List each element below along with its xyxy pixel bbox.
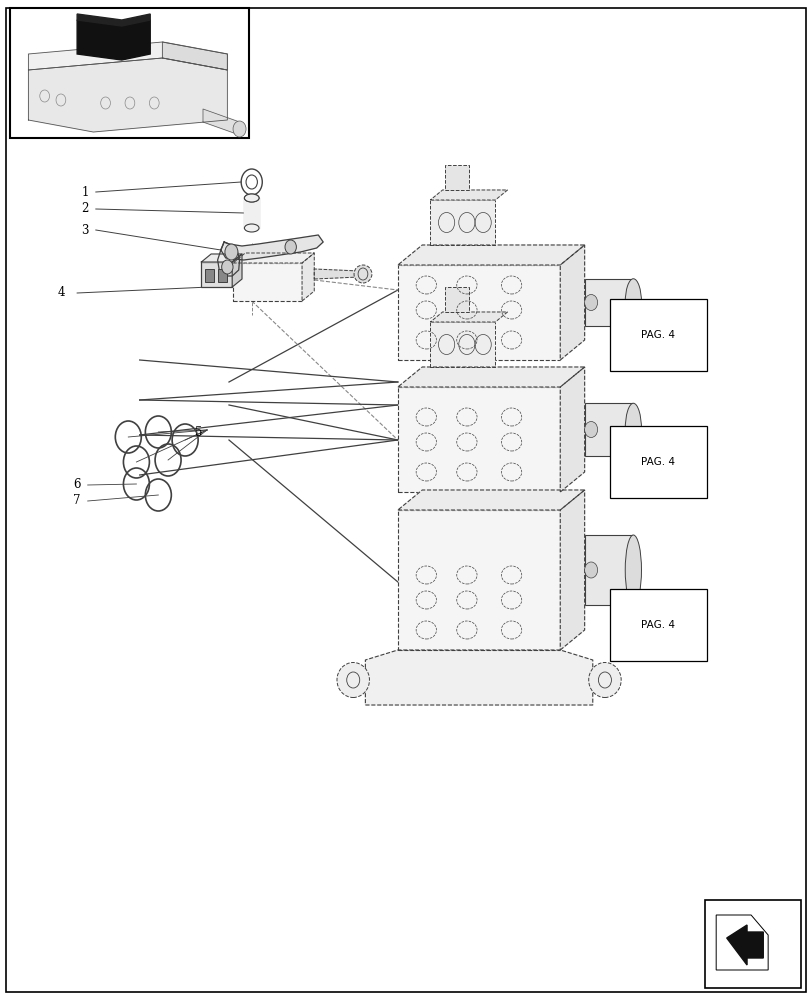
Text: 1: 1 xyxy=(81,186,89,198)
Ellipse shape xyxy=(244,194,259,202)
Polygon shape xyxy=(560,367,584,492)
Polygon shape xyxy=(244,198,259,228)
Ellipse shape xyxy=(244,224,259,232)
Circle shape xyxy=(285,240,296,254)
Polygon shape xyxy=(314,269,358,279)
Polygon shape xyxy=(162,42,227,70)
Ellipse shape xyxy=(624,535,641,605)
Polygon shape xyxy=(302,253,314,301)
Text: 4: 4 xyxy=(57,286,65,300)
Text: 2: 2 xyxy=(81,202,89,216)
Bar xyxy=(584,403,633,456)
Polygon shape xyxy=(221,235,323,260)
Circle shape xyxy=(221,260,233,274)
Text: 7: 7 xyxy=(73,494,81,508)
Text: 5: 5 xyxy=(195,426,203,440)
Circle shape xyxy=(584,562,597,578)
Bar xyxy=(584,279,633,326)
Text: PAG. 4: PAG. 4 xyxy=(641,620,675,630)
Text: PAG. 4: PAG. 4 xyxy=(641,457,675,467)
Polygon shape xyxy=(726,925,762,965)
Polygon shape xyxy=(232,254,242,287)
Ellipse shape xyxy=(624,279,641,326)
Polygon shape xyxy=(28,42,227,70)
Bar xyxy=(397,510,560,650)
Bar xyxy=(444,165,469,190)
Circle shape xyxy=(584,294,597,310)
Polygon shape xyxy=(217,242,239,276)
Bar xyxy=(201,262,232,287)
Polygon shape xyxy=(430,190,507,200)
Bar xyxy=(397,265,560,360)
Bar xyxy=(444,287,469,312)
Polygon shape xyxy=(233,253,314,263)
Bar xyxy=(430,322,495,367)
Polygon shape xyxy=(28,58,227,132)
Bar xyxy=(233,263,302,301)
Circle shape xyxy=(584,422,597,438)
Bar xyxy=(584,535,633,605)
Ellipse shape xyxy=(337,662,369,698)
Polygon shape xyxy=(203,109,239,135)
Polygon shape xyxy=(77,20,150,60)
Polygon shape xyxy=(365,650,592,705)
Polygon shape xyxy=(397,367,584,387)
Ellipse shape xyxy=(244,194,259,202)
Bar xyxy=(10,8,249,138)
Ellipse shape xyxy=(624,403,641,456)
Circle shape xyxy=(233,121,246,137)
Text: PAG. 4: PAG. 4 xyxy=(641,330,675,340)
Circle shape xyxy=(225,244,238,260)
Polygon shape xyxy=(560,245,584,360)
Polygon shape xyxy=(201,254,242,262)
Polygon shape xyxy=(430,312,507,322)
Text: 3: 3 xyxy=(81,224,89,236)
Polygon shape xyxy=(397,490,584,510)
Text: 6: 6 xyxy=(73,479,81,491)
Ellipse shape xyxy=(354,265,371,283)
Polygon shape xyxy=(560,490,584,650)
Polygon shape xyxy=(715,915,767,970)
Bar xyxy=(704,900,800,988)
Polygon shape xyxy=(77,14,150,26)
Ellipse shape xyxy=(588,662,620,698)
Bar xyxy=(430,200,495,245)
Bar xyxy=(397,387,560,492)
Polygon shape xyxy=(397,245,584,265)
Bar xyxy=(218,269,227,282)
Bar xyxy=(205,269,214,282)
